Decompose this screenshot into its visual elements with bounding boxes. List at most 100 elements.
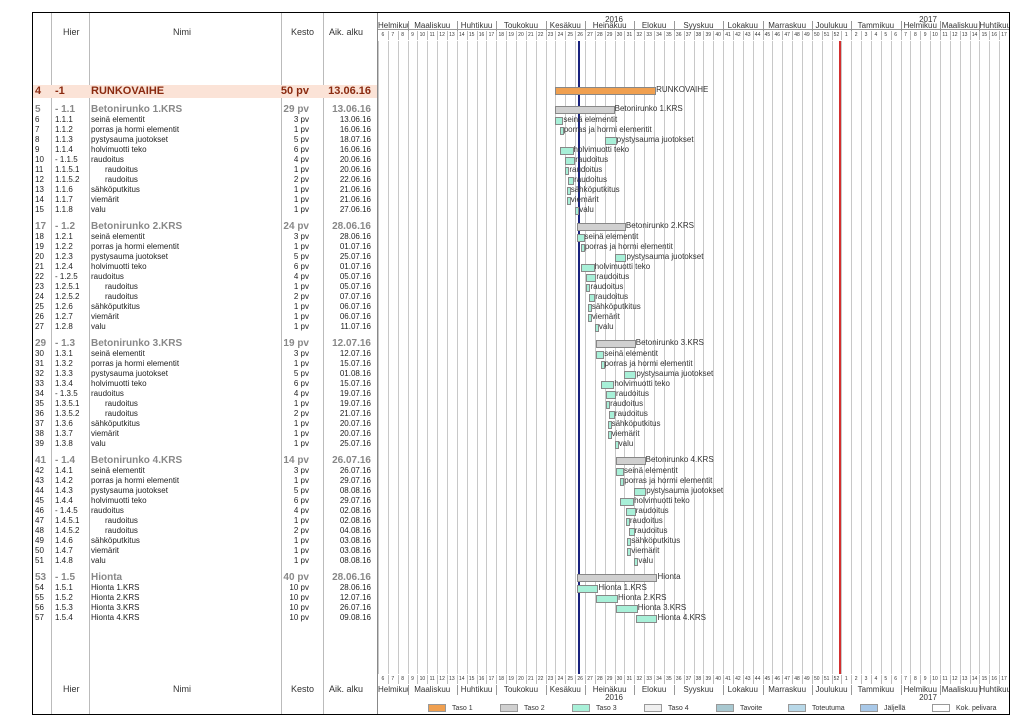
- week-label: 17: [486, 675, 498, 684]
- year-label-2017: 2017: [919, 15, 937, 24]
- task-wbs: 1.4.8: [55, 556, 73, 565]
- task-row[interactable]: 22 - 1.2.5 raudoitus 4 pv 05.07.16: [33, 272, 377, 282]
- task-duration: 1 pv: [293, 242, 309, 251]
- task-row[interactable]: 44 1.4.3 pystysauma juotokset 5 pv 08.08.16: [33, 486, 377, 496]
- week-label: 30: [615, 31, 626, 40]
- task-row[interactable]: 37 1.3.6 sähköputkitus 1 pv 20.07.16: [33, 419, 377, 429]
- task-row[interactable]: 43 1.4.2 porras ja hormi elementit 1 pv 29.0…: [33, 476, 377, 486]
- week-label: 27: [585, 675, 596, 684]
- legend-label: Kok. pelivara: [956, 704, 997, 712]
- task-row[interactable]: 15 1.1.8 valu 1 pv 27.06.16: [33, 205, 377, 215]
- month-label: Maaliskuu: [940, 21, 981, 31]
- task-row[interactable]: 38 1.3.7 viemärit 1 pv 20.07.16: [33, 429, 377, 439]
- task-row[interactable]: 57 1.5.4 Hionta 4.KRS 10 pv 09.08.16: [33, 613, 377, 623]
- gantt-bar-label: raudoitus: [635, 506, 669, 515]
- task-row[interactable]: 18 1.2.1 seinä elementit 3 pv 28.06.16: [33, 232, 377, 242]
- task-row[interactable]: 29 - 1.3 Betonirunko 3.KRS 19 pv 12.07.16: [33, 338, 377, 349]
- task-row[interactable]: 55 1.5.2 Hionta 2.KRS 10 pv 12.07.16: [33, 593, 377, 603]
- task-row[interactable]: 47 1.4.5.1 raudoitus 1 pv 02.08.16: [33, 516, 377, 526]
- task-row[interactable]: 50 1.4.7 viemärit 1 pv 03.08.16: [33, 546, 377, 556]
- legend-label: Taso 2: [524, 704, 545, 712]
- grid-line: [703, 41, 705, 674]
- task-row[interactable]: 48 1.4.5.2 raudoitus 2 pv 04.08.16: [33, 526, 377, 536]
- grid-line: [397, 41, 399, 674]
- task-name: RUNKOVAIHE: [91, 85, 165, 97]
- task-number: 23: [35, 282, 44, 291]
- task-row[interactable]: 4 -1 RUNKOVAIHE 50 pv 13.06.16: [33, 85, 377, 98]
- grid-line: [989, 41, 991, 674]
- task-row[interactable]: 41 - 1.4 Betonirunko 4.KRS 14 pv 26.07.16: [33, 455, 377, 466]
- task-wbs: 1.1.5.2: [55, 175, 80, 184]
- task-row[interactable]: 6 1.1.1 seinä elementit 3 pv 13.06.16: [33, 115, 377, 125]
- week-label: 11: [427, 675, 439, 684]
- task-row[interactable]: 26 1.2.7 viemärit 1 pv 06.07.16: [33, 312, 377, 322]
- task-row[interactable]: 12 1.1.5.2 raudoitus 2 pv 22.06.16: [33, 175, 377, 185]
- task-row[interactable]: 9 1.1.4 holvimuotti teko 6 pv 16.06.16: [33, 145, 377, 155]
- header-name: Nimi: [173, 27, 191, 37]
- gantt-bar-label: valu: [598, 322, 614, 331]
- week-label: 11: [940, 675, 951, 684]
- task-number: 27: [35, 322, 44, 331]
- task-row[interactable]: 32 1.3.3 pystysauma juotokset 5 pv 01.08.16: [33, 369, 377, 379]
- grid-line: [969, 41, 971, 674]
- gantt-bar: [565, 157, 576, 165]
- task-row[interactable]: 35 1.3.5.1 raudoitus 1 pv 19.07.16: [33, 399, 377, 409]
- task-row[interactable]: 34 - 1.3.5 raudoitus 4 pv 19.07.16: [33, 389, 377, 399]
- task-row[interactable]: 25 1.2.6 sähköputkitus 1 pv 06.07.16: [33, 302, 377, 312]
- task-row[interactable]: 31 1.3.2 porras ja hormi elementit 1 pv 15.0…: [33, 359, 377, 369]
- task-row[interactable]: 14 1.1.7 viemärit 1 pv 21.06.16: [33, 195, 377, 205]
- task-row[interactable]: 24 1.2.5.2 raudoitus 2 pv 07.07.16: [33, 292, 377, 302]
- task-row[interactable]: 11 1.1.5.1 raudoitus 1 pv 20.06.16: [33, 165, 377, 175]
- task-row[interactable]: 13 1.1.6 sähköputkitus 1 pv 21.06.16: [33, 185, 377, 195]
- task-duration: 10 pv: [289, 613, 309, 622]
- month-label: Kesäkuu: [546, 21, 587, 31]
- legend-item: Jäljellä: [860, 704, 905, 712]
- gantt-bar-label: raudoitus: [575, 155, 609, 164]
- task-row[interactable]: 30 1.3.1 seinä elementit 3 pv 12.07.16: [33, 349, 377, 359]
- task-number: 39: [35, 439, 44, 448]
- task-row[interactable]: 17 - 1.2 Betonirunko 2.KRS 24 pv 28.06.16: [33, 221, 377, 232]
- legend-item: Tavoite: [716, 704, 762, 712]
- legend-item: Toteutuma: [788, 704, 845, 712]
- task-name: Hionta 3.KRS: [91, 603, 140, 612]
- task-row[interactable]: 36 1.3.5.2 raudoitus 2 pv 21.07.16: [33, 409, 377, 419]
- task-start: 06.07.16: [339, 302, 371, 311]
- task-row[interactable]: 7 1.1.2 porras ja hormi elementit 1 pv 16.06…: [33, 125, 377, 135]
- month-label: Marraskuu: [763, 685, 813, 695]
- week-label: 42: [733, 675, 744, 684]
- task-row[interactable]: 54 1.5.1 Hionta 1.KRS 10 pv 28.06.16: [33, 583, 377, 593]
- task-duration: 1 pv: [293, 536, 309, 545]
- task-row[interactable]: 8 1.1.3 pystysauma juotokset 5 pv 18.07.16: [33, 135, 377, 145]
- gantt-bar-label: raudoitus: [634, 526, 668, 535]
- task-row[interactable]: 23 1.2.5.1 raudoitus 1 pv 05.07.16: [33, 282, 377, 292]
- task-row[interactable]: 49 1.4.6 sähköputkitus 1 pv 03.08.16: [33, 536, 377, 546]
- gantt-bar-label: raudoitus: [616, 389, 649, 398]
- task-row[interactable]: 39 1.3.8 valu 1 pv 25.07.16: [33, 439, 377, 449]
- task-row[interactable]: 46 - 1.4.5 raudoitus 4 pv 02.08.16: [33, 506, 377, 516]
- task-duration: 5 pv: [293, 135, 309, 144]
- task-row[interactable]: 33 1.3.4 holvimuotti teko 6 pv 15.07.16: [33, 379, 377, 389]
- task-row[interactable]: 19 1.2.2 porras ja hormi elementit 1 pv 01.0…: [33, 242, 377, 252]
- grid-line: [762, 41, 764, 674]
- week-label: 12: [950, 675, 961, 684]
- task-row[interactable]: 53 - 1.5 Hionta 40 pv 28.06.16: [33, 572, 377, 583]
- week-label: 41: [723, 31, 734, 40]
- task-row[interactable]: 51 1.4.8 valu 1 pv 08.08.16: [33, 556, 377, 566]
- task-row[interactable]: 21 1.2.4 holvimuotti teko 6 pv 01.07.16: [33, 262, 377, 272]
- task-row[interactable]: 10 - 1.1.5 raudoitus 4 pv 20.06.16: [33, 155, 377, 165]
- week-label: 21: [526, 31, 537, 40]
- task-row[interactable]: 5 - 1.1 Betonirunko 1.KRS 29 pv 13.06.16: [33, 104, 377, 115]
- task-number: 5: [35, 104, 41, 115]
- month-label: Heinäkuu: [585, 21, 636, 31]
- task-row[interactable]: 45 1.4.4 holvimuotti teko 6 pv 29.07.16: [33, 496, 377, 506]
- task-row[interactable]: 20 1.2.3 pystysauma juotokset 5 pv 25.07.16: [33, 252, 377, 262]
- grid-line: [900, 41, 902, 674]
- week-label: 1: [841, 675, 853, 684]
- month-label: Elokuu: [634, 21, 675, 31]
- task-duration: 4 pv: [293, 272, 309, 281]
- task-row[interactable]: 42 1.4.1 seinä elementit 3 pv 26.07.16: [33, 466, 377, 476]
- task-wbs: 1.3.4: [55, 379, 73, 388]
- task-name: holvimuotti teko: [91, 496, 147, 505]
- task-row[interactable]: 56 1.5.3 Hionta 3.KRS 10 pv 26.07.16: [33, 603, 377, 613]
- task-row[interactable]: 27 1.2.8 valu 1 pv 11.07.16: [33, 322, 377, 332]
